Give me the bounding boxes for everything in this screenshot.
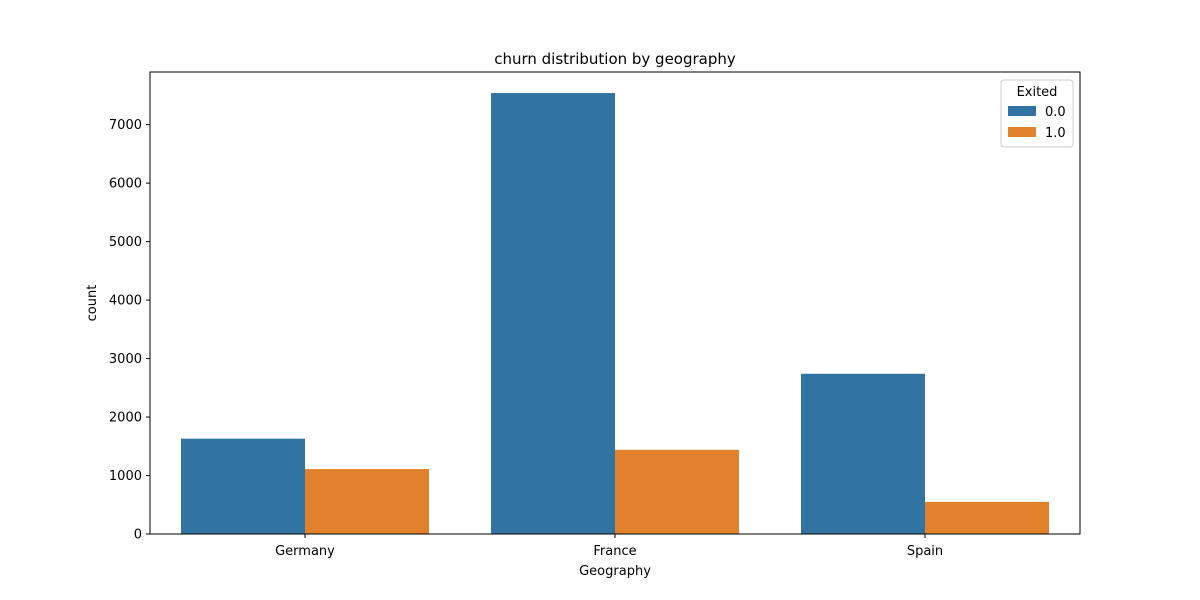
y-axis-label: count: [85, 285, 100, 322]
axes-group: 0 1000 2000 3000 4000 5000 6000 7000 Germany Fran…: [109, 71, 1081, 559]
x-tick-label-spain: Spain: [907, 544, 943, 559]
chart-title: churn distribution by geography: [494, 50, 736, 68]
y-tick-label: 4000: [109, 294, 142, 309]
x-axis-label: Geography: [579, 564, 651, 579]
bar-spain-exited-0-0: [801, 373, 925, 534]
y-tick-label: 1000: [109, 469, 142, 484]
bar-france-exited-1-0: [615, 449, 739, 534]
y-tick-label: 6000: [109, 177, 142, 192]
legend: Exited 0.0 1.0: [1000, 79, 1074, 148]
y-tick-label: 7000: [109, 118, 142, 133]
bar-germany-exited-1-0: [305, 469, 429, 534]
bar-france-exited-0-0: [491, 93, 615, 534]
y-tick-label: 0: [134, 528, 142, 543]
y-tick-label: 3000: [109, 352, 142, 367]
legend-swatch-1-0: [1008, 127, 1036, 137]
legend-title: Exited: [1017, 85, 1058, 100]
y-tick-label: 5000: [109, 235, 142, 250]
legend-label-1-0: 1.0: [1045, 126, 1066, 141]
y-tick-label: 2000: [109, 411, 142, 426]
bar-spain-exited-1-0: [925, 501, 1049, 534]
legend-swatch-0-0: [1008, 106, 1036, 116]
x-tick-label-germany: Germany: [275, 544, 335, 559]
legend-label-0-0: 0.0: [1045, 105, 1066, 120]
x-tick-label-france: France: [593, 544, 636, 559]
bars-group: [181, 93, 1049, 534]
bar-germany-exited-0-0: [181, 438, 305, 534]
